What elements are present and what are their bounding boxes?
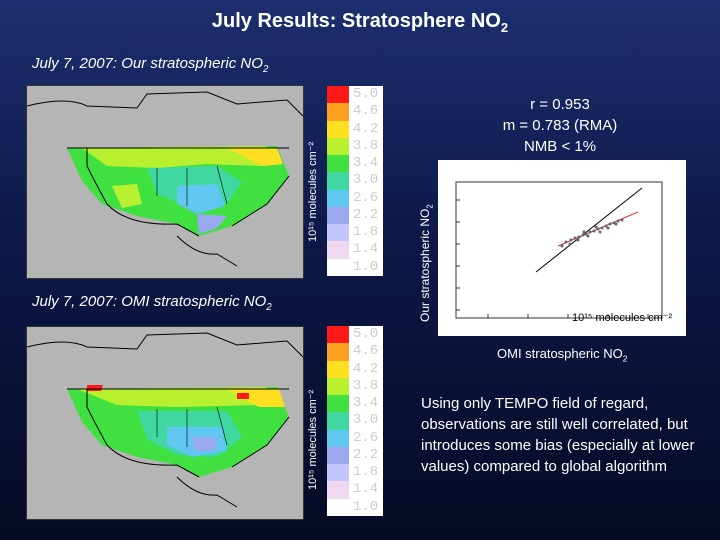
colorbar-swatch [327,189,349,207]
colorbar-tick-label: 4.2 [353,120,379,137]
omi-no2-map [26,326,304,520]
stat-r: r = 0.953 [530,96,590,113]
stat-nmb: NMB < 1% [523,138,597,155]
colorbar-tick-label: 1.8 [353,224,379,241]
colorbar-tick-label: 3.0 [353,412,379,429]
colorbar-tick-label: 5.0 [353,326,379,342]
colorbar-tick-label: 3.8 [353,377,379,394]
description-text: Using only TEMPO field of regard, observ… [421,395,695,475]
colorbar-tick-label: 3.8 [353,137,379,154]
colorbar-swatch [327,498,349,516]
colorbar-tick-label: 3.0 [353,172,379,189]
bottom-map-caption: July 7, 2007: OMI stratospheric NO2 [32,293,272,313]
top-map-caption: July 7, 2007: Our stratospheric NO2 [32,55,269,75]
correlation-stats: r = 0.953 m = 0.783 (RMA) NMB < 1% [470,94,650,157]
colorbar-tick-label: 1.8 [353,464,379,481]
colorbar-swatch [327,172,349,190]
colorbar-tick-label: 1.0 [353,498,379,515]
colorbar-swatch [327,429,349,447]
scatter-units: 10¹⁵ molecules cm⁻² [572,312,673,324]
scatter-y-label: Our stratospheric NO2 [418,204,435,322]
scatter-plot-graphic [438,160,686,336]
our-no2-colorbar-label: 10¹⁵ molecules cm⁻² [307,141,319,242]
colorbar-swatch [327,206,349,225]
colorbar-swatch [327,241,349,259]
colorbar-swatch [327,481,349,499]
our-no2-map-graphic [27,86,303,278]
colorbar-tick-label: 1.0 [353,258,379,275]
colorbar-swatch [327,86,349,104]
colorbar-tick-label: 4.6 [353,343,379,360]
colorbar-tick-label: 4.6 [353,103,379,120]
colorbar-tick-label: 2.2 [353,206,379,223]
colorbar-swatch [327,224,349,242]
colorbar-swatch [327,326,349,344]
colorbar-tick-label: 1.4 [353,241,379,258]
colorbar-tick-label: 2.2 [353,446,379,463]
colorbar-tick-label: 1.4 [353,481,379,498]
colorbar-swatch [327,137,349,156]
colorbar-swatch [327,360,349,378]
colorbar-swatch [327,120,349,138]
omi-no2-colorbar-label: 10¹⁵ molecules cm⁻² [307,389,319,490]
scatter-plot [438,160,686,336]
colorbar-swatch [327,103,349,121]
slide-title: July Results: Stratosphere NO2 [211,10,509,35]
colorbar-tick-label: 3.4 [353,155,379,172]
colorbar-swatch [327,412,349,430]
colorbar-tick-label: 4.2 [353,360,379,377]
stat-m: m = 0.783 (RMA) [502,117,618,134]
colorbar-swatch [327,377,349,396]
colorbar-tick-label: 5.0 [353,86,379,102]
colorbar-swatch [327,258,349,276]
colorbar-tick-label: 2.6 [353,189,379,206]
colorbar-tick-label: 3.4 [353,395,379,412]
colorbar-swatch [327,464,349,482]
omi-no2-map-graphic [27,327,303,519]
colorbar-swatch [327,395,349,413]
omi-no2-colorbar: 5.0 4.6 4.2 3.8 3.4 3.0 2.6 2.2 1.8 1.4 1.0 [327,326,383,516]
colorbar-swatch [327,446,349,465]
our-no2-map [26,85,304,279]
our-no2-colorbar: 5.0 4.6 4.2 3.8 3.4 3.0 2.6 2.2 1.8 1.4 1.0 [327,86,383,276]
scatter-x-label: OMI stratospheric NO2 [497,346,628,364]
colorbar-tick-label: 2.6 [353,429,379,446]
colorbar-swatch [327,343,349,361]
colorbar-swatch [327,155,349,173]
